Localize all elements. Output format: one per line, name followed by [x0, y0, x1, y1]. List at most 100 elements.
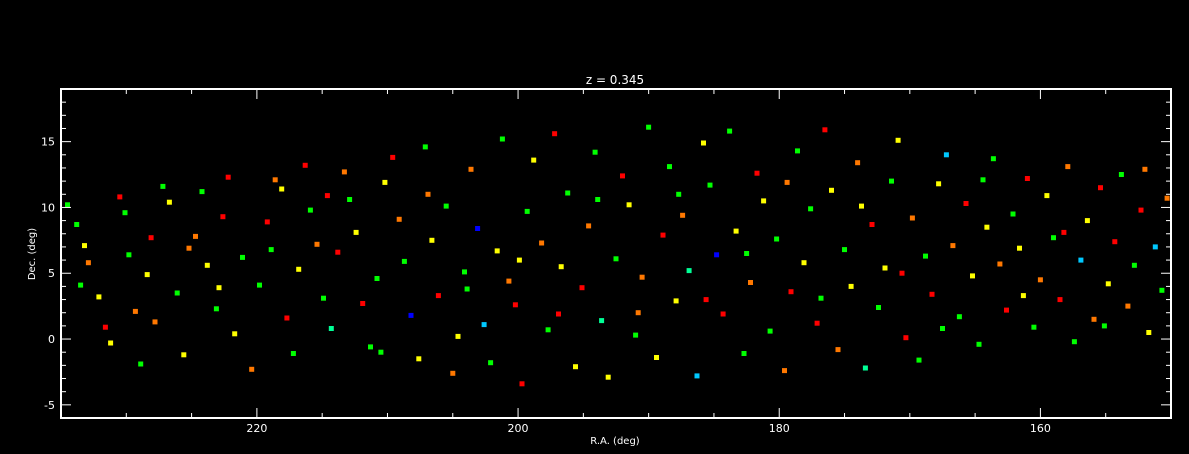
data-point: [667, 164, 672, 170]
data-point: [1071, 339, 1077, 345]
data-point: [1017, 245, 1022, 251]
data-point: [416, 356, 422, 362]
data-point: [848, 283, 854, 289]
data-point: [1061, 229, 1067, 235]
data-point: [488, 360, 494, 366]
data-point: [296, 266, 302, 272]
data-point: [390, 154, 396, 160]
data-point: [144, 272, 150, 278]
data-point: [148, 235, 154, 241]
data-point: [240, 254, 245, 260]
data-point: [552, 131, 558, 137]
data-point: [284, 315, 290, 321]
data-point: [475, 226, 481, 231]
data-point: [822, 127, 828, 133]
data-point: [74, 222, 80, 227]
data-point: [268, 247, 274, 253]
data-point: [1051, 235, 1056, 241]
data-point: [257, 282, 262, 288]
data-point: [950, 243, 956, 249]
data-point: [249, 366, 255, 372]
data-point: [940, 326, 945, 331]
data-point: [818, 295, 824, 301]
data-point: [963, 201, 969, 206]
data-point: [686, 268, 692, 274]
data-point: [193, 233, 198, 239]
data-point: [1084, 218, 1090, 224]
data-point: [714, 252, 720, 258]
data-point: [181, 352, 187, 358]
data-point: [516, 257, 522, 263]
data-point: [378, 349, 384, 355]
data-point: [425, 191, 431, 197]
data-point: [1078, 257, 1084, 263]
data-point: [455, 333, 461, 339]
data-point: [401, 258, 407, 264]
data-point: [869, 222, 875, 227]
data-point: [138, 361, 144, 367]
data-point: [264, 219, 270, 225]
data-point: [613, 256, 619, 262]
data-point: [782, 368, 787, 374]
data-point: [290, 351, 296, 356]
data-point: [1065, 164, 1071, 170]
data-point: [506, 278, 512, 284]
data-point: [943, 152, 949, 158]
data-point: [976, 341, 982, 347]
data-point: [801, 260, 807, 266]
y-tick-label: 10: [41, 201, 55, 214]
data-point: [464, 286, 470, 292]
plot-frame: [60, 88, 1172, 419]
data-point: [599, 318, 605, 324]
data-point: [1101, 323, 1107, 329]
data-point: [347, 197, 353, 202]
data-point: [767, 328, 773, 334]
data-point: [368, 344, 373, 350]
data-point: [126, 252, 132, 258]
data-point: [633, 332, 639, 338]
data-point: [556, 311, 561, 317]
data-point: [102, 324, 108, 330]
data-point: [1004, 307, 1009, 313]
data-point: [727, 128, 733, 134]
data-point: [635, 310, 641, 316]
data-point: [1044, 193, 1050, 199]
data-point: [374, 276, 380, 281]
data-point: [494, 248, 500, 254]
x-tick-label: 220: [246, 422, 267, 435]
data-point: [748, 280, 753, 285]
data-point: [468, 166, 474, 172]
data-point: [382, 179, 388, 185]
data-point: [579, 285, 585, 291]
data-point: [321, 295, 326, 301]
data-point: [328, 326, 334, 331]
data-point: [422, 144, 428, 150]
data-point: [620, 173, 625, 179]
data-point: [1020, 293, 1026, 299]
data-point: [646, 124, 652, 130]
data-point: [152, 319, 158, 325]
data-point: [1152, 244, 1158, 250]
data-point: [754, 170, 760, 176]
data-point: [842, 247, 847, 253]
data-point: [774, 236, 780, 242]
data-point: [956, 314, 962, 320]
data-point: [1105, 281, 1111, 287]
data-point: [302, 162, 308, 168]
data-point: [855, 160, 861, 166]
y-tick-label: 5: [48, 267, 55, 280]
data-point: [279, 186, 285, 192]
data-point: [895, 137, 901, 143]
data-point: [660, 232, 666, 238]
data-point: [396, 216, 402, 222]
data-point: [160, 183, 166, 189]
data-point: [882, 265, 888, 271]
data-point: [784, 179, 790, 185]
data-point: [65, 202, 70, 208]
data-point: [1125, 303, 1131, 309]
data-point: [1098, 185, 1103, 191]
data-point: [694, 373, 700, 379]
ticks-layer: 220 200 180 160 -5 0 5 10 15: [41, 89, 1172, 435]
data-point: [859, 203, 864, 209]
